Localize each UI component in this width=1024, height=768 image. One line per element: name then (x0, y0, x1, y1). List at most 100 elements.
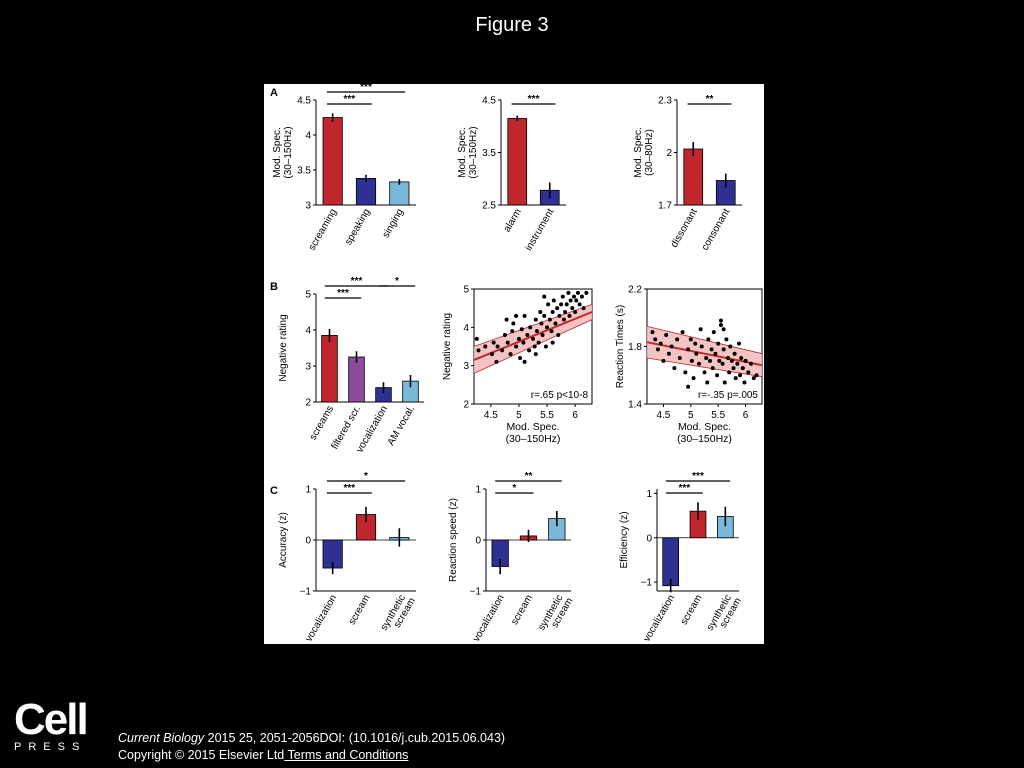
data-point (693, 341, 698, 346)
significance-label: * (364, 471, 368, 482)
data-point (495, 344, 500, 349)
terms-and-conditions-link[interactable]: Terms and Conditions (284, 748, 409, 762)
data-point (732, 351, 737, 356)
data-point (527, 348, 532, 353)
ci-lower-line (646, 357, 763, 378)
y-tick-label: 3.5 (297, 166, 311, 177)
data-point (737, 341, 741, 346)
data-point (722, 380, 727, 385)
data-point (545, 325, 550, 330)
data-point (584, 290, 589, 295)
bar (321, 334, 338, 403)
y-tick-label: 2 (666, 148, 672, 159)
category-label: scream (509, 593, 535, 627)
data-point (542, 294, 547, 299)
data-point (567, 313, 572, 318)
y-tick-label: 1.4 (628, 400, 642, 411)
data-point (532, 344, 537, 349)
x-tick-label: 4.5 (656, 410, 670, 421)
data-point (709, 347, 714, 352)
data-point (525, 333, 530, 337)
data-point (683, 370, 688, 375)
data-point (557, 313, 562, 318)
figure-title: Figure 3 (475, 14, 549, 36)
data-point (672, 366, 677, 371)
logo-cell-text: Cell (14, 695, 89, 744)
citation-details: 2015 25, 2051-2056DOI: (10.1016/j.cub.20… (204, 731, 506, 745)
data-point (680, 330, 685, 335)
data-point (547, 317, 552, 322)
data-point (553, 321, 558, 326)
data-point (698, 327, 703, 332)
data-point (726, 356, 731, 360)
x-tick-label: 5.5 (711, 410, 725, 421)
data-point (494, 359, 499, 364)
data-point (505, 340, 510, 345)
data-point (715, 373, 720, 378)
category-label: consonant (700, 207, 733, 253)
data-point (579, 294, 584, 299)
y-tick-label: 2.2 (628, 285, 642, 296)
data-point (675, 337, 680, 342)
x-tick-label: 5.5 (540, 410, 554, 421)
data-point (749, 361, 754, 366)
data-point (550, 340, 555, 345)
x-axis-label-unit: (30–150Hz) (677, 433, 732, 445)
y-tick-label: 4 (463, 323, 469, 334)
significance-label: *** (343, 94, 355, 105)
significance-label: ** (706, 94, 714, 105)
y-tick-label: 2.3 (658, 96, 672, 107)
data-point (514, 313, 519, 318)
data-point (559, 302, 564, 307)
significance-label: *** (351, 276, 363, 287)
panel-letter-a: A (270, 87, 278, 99)
figure-panel: A 3 3.5 4 4.5 Mod. Spec. (30–150Hz) screaming sp… (264, 84, 764, 644)
data-point (568, 298, 573, 303)
data-point (540, 333, 545, 337)
y-tick-label: 2 (463, 400, 469, 411)
data-point (483, 344, 488, 349)
data-point (534, 329, 539, 334)
data-point (742, 380, 747, 385)
significance-label: *** (528, 94, 540, 105)
data-point (546, 302, 551, 307)
data-point (521, 340, 526, 345)
significance-label: * (512, 483, 516, 494)
category-label: AM vocal. (386, 404, 417, 448)
y-tick-label: 3 (463, 361, 469, 372)
x-tick-label: 4.5 (484, 410, 498, 421)
data-point (716, 341, 721, 346)
bar (507, 117, 528, 206)
logo-press-text: PRESS (14, 741, 87, 753)
category-label: screaming (307, 207, 340, 252)
data-point (555, 306, 560, 311)
y-axis-label: Mod. Spec. (457, 127, 468, 178)
data-point (699, 344, 704, 349)
y-axis-label: Negative rating (278, 314, 289, 381)
data-point (572, 294, 577, 299)
category-label: screams (308, 404, 336, 442)
x-tick-label: 5 (688, 410, 694, 421)
significance-label: *** (343, 483, 355, 494)
category-label: singing (381, 207, 406, 240)
y-tick-label: 5 (305, 290, 311, 301)
panel-letter-c: C (270, 485, 278, 497)
category-label: instrument (523, 207, 556, 253)
citation: Current Biology 2015 25, 2051-2056DOI: (… (118, 731, 505, 745)
data-point (508, 352, 513, 357)
y-axis-label-unit: (30–150Hz) (283, 126, 294, 178)
data-point (560, 294, 565, 299)
data-point (689, 358, 694, 363)
data-point (691, 376, 696, 381)
category-label: scream (347, 593, 373, 627)
data-point (528, 325, 533, 330)
data-point (702, 370, 707, 375)
data-point (491, 340, 496, 345)
data-point (531, 336, 535, 341)
data-point (510, 329, 515, 334)
data-point (704, 356, 709, 360)
data-point (533, 352, 538, 357)
data-point (564, 302, 569, 307)
data-point (746, 370, 751, 375)
y-tick-label: −1 (300, 587, 312, 598)
